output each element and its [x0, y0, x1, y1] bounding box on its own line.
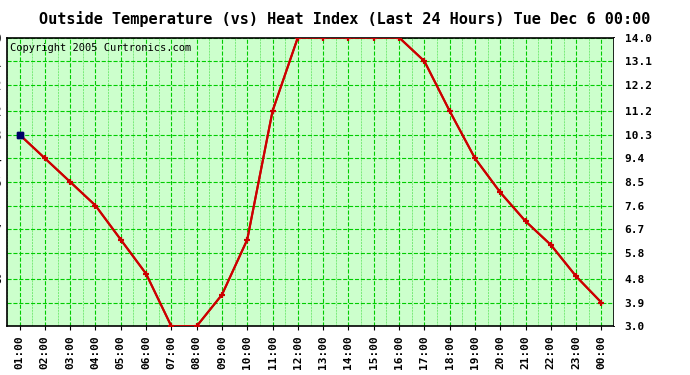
Text: Copyright 2005 Curtronics.com: Copyright 2005 Curtronics.com — [10, 43, 191, 53]
Text: Outside Temperature (vs) Heat Index (Last 24 Hours) Tue Dec 6 00:00: Outside Temperature (vs) Heat Index (Las… — [39, 11, 651, 27]
